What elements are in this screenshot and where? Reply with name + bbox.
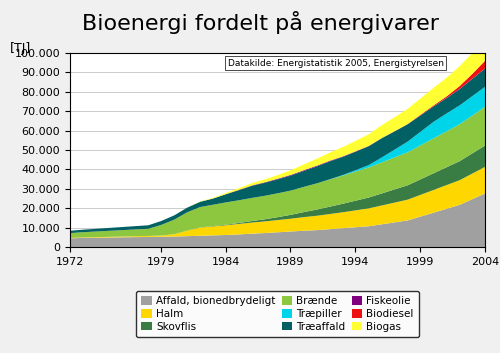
Text: [TJ]: [TJ] [10,42,31,55]
Text: Bioenergi fordelt på energivarer: Bioenergi fordelt på energivarer [82,11,438,34]
Text: Datakilde: Energistatistik 2005, Energistyrelsen: Datakilde: Energistatistik 2005, Energis… [228,59,444,68]
Legend: Affald, bionedbrydeligt, Halm, Skovflis, Brænde, Træpiller, Træaffald, Fiskeolie: Affald, bionedbrydeligt, Halm, Skovflis,… [136,291,419,337]
